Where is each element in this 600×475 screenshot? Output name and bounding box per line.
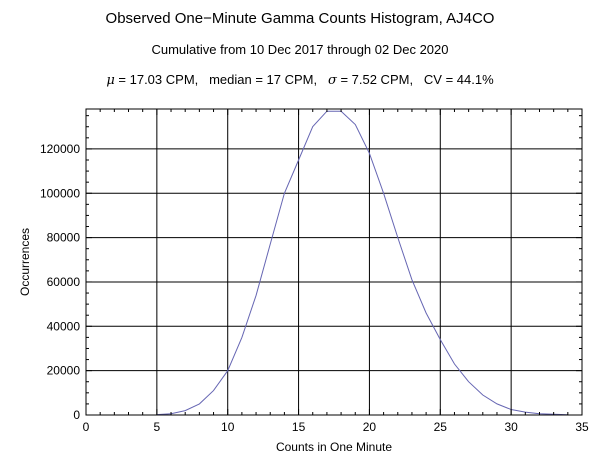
chart-title: Observed One−Minute Gamma Counts Histogr…: [105, 10, 495, 27]
tick-labels: 0 5 10 15 20 25 30 35 0 20000 40000 60000 80000 10000…: [40, 142, 589, 434]
x-tick-label: 35: [575, 420, 589, 434]
x-tick-label: 10: [221, 420, 235, 434]
y-axis-label: Occurrences: [18, 228, 32, 296]
sigma-symbol: σ: [327, 73, 337, 88]
chart-subtitle: Cumulative from 10 Dec 2017 through 02 D…: [151, 42, 449, 57]
y-tick-label: 60000: [47, 275, 81, 289]
x-tick-label: 0: [83, 420, 90, 434]
y-tick-label: 100000: [40, 186, 80, 200]
x-axis-label: Counts in One Minute: [276, 440, 392, 454]
sigma-cv-text: = 7.52 CPM, CV = 44.1%: [336, 72, 494, 87]
y-tick-label: 0: [73, 408, 80, 422]
series-line: [156, 110, 568, 416]
plot-frame: [85, 108, 583, 416]
x-tick-label: 15: [292, 420, 306, 434]
chart-statistics: μ = 17.03 CPM, median = 17 CPM, σ = 7.52…: [0, 72, 600, 88]
x-tick-label: 5: [154, 420, 161, 434]
mu-median-text: = 17.03 CPM, median = 17 CPM,: [114, 72, 328, 87]
y-tick-label: 20000: [47, 364, 81, 378]
mu-symbol: μ: [106, 73, 115, 88]
y-tick-label: 80000: [47, 231, 81, 245]
ticks: [85, 109, 583, 416]
x-tick-label: 20: [363, 420, 377, 434]
x-tick-label: 25: [434, 420, 448, 434]
y-tick-label: 40000: [47, 319, 81, 333]
x-tick-label: 30: [504, 420, 518, 434]
grid: [86, 109, 582, 415]
y-tick-label: 120000: [40, 142, 80, 156]
